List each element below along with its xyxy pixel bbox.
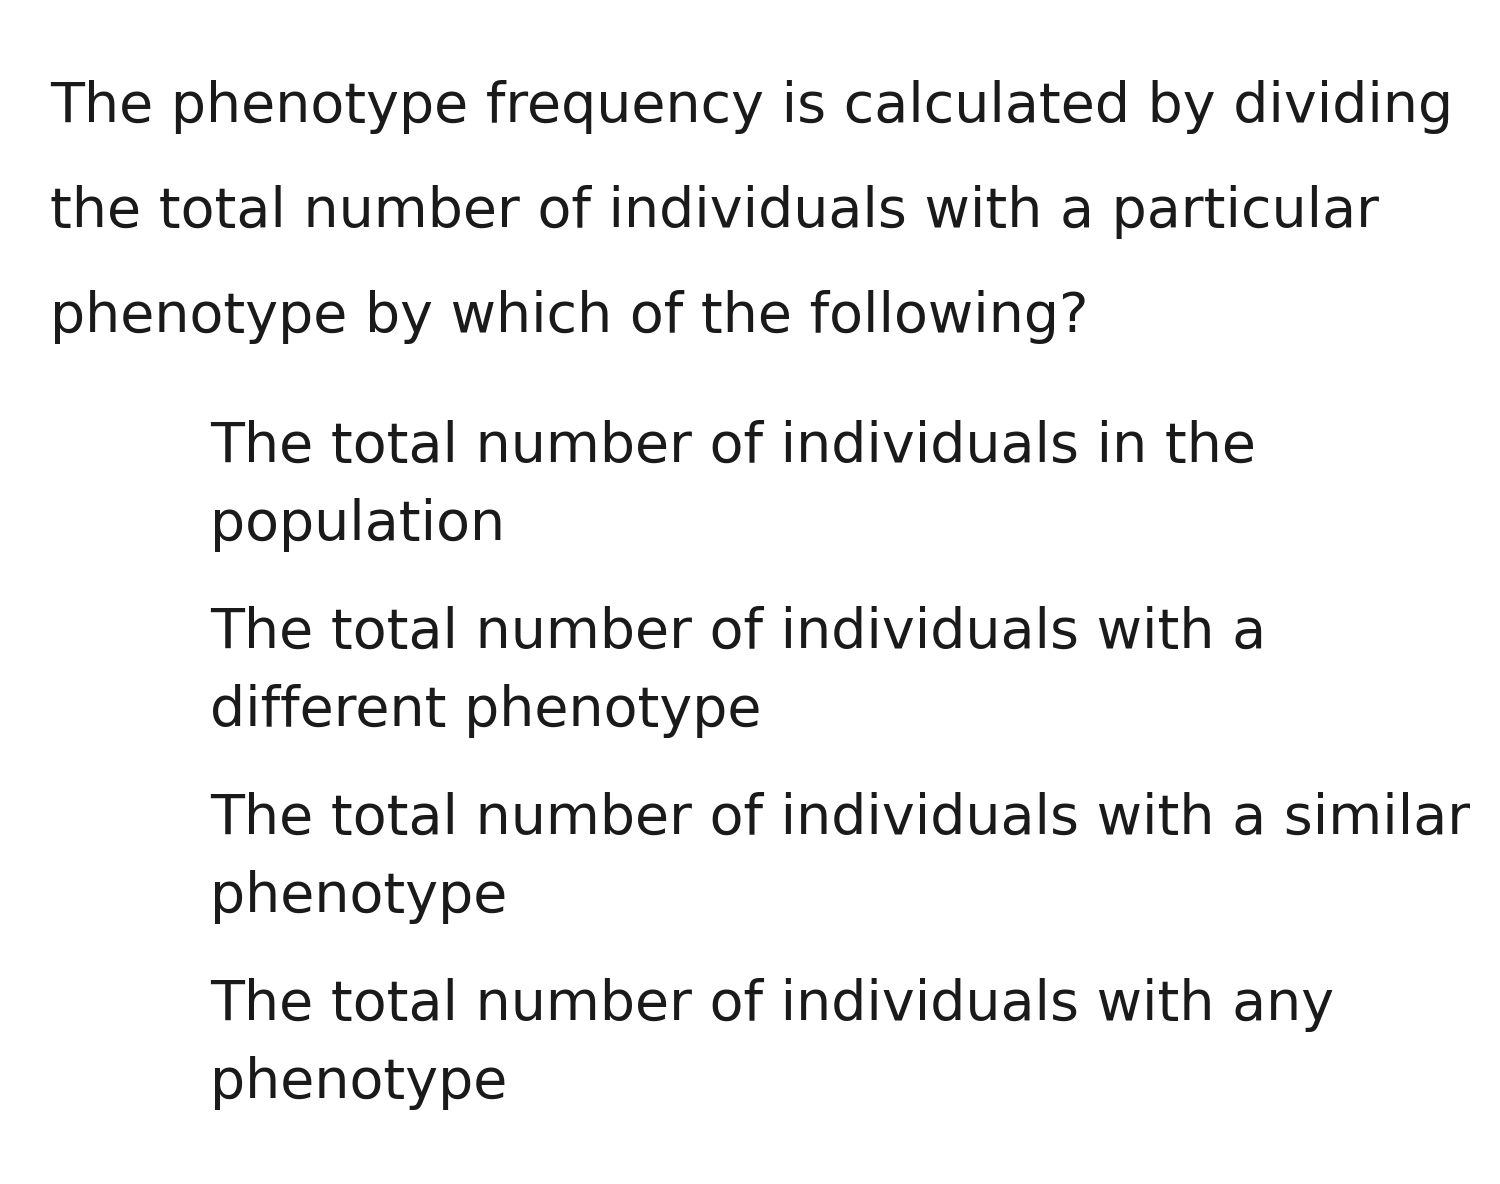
Text: different phenotype: different phenotype bbox=[210, 684, 762, 738]
Text: The total number of individuals with a: The total number of individuals with a bbox=[210, 606, 1266, 659]
Text: The phenotype frequency is calculated by dividing: The phenotype frequency is calculated by… bbox=[50, 81, 1454, 134]
Text: phenotype by which of the following?: phenotype by which of the following? bbox=[50, 290, 1089, 345]
Text: The total number of individuals with a similar: The total number of individuals with a s… bbox=[210, 792, 1470, 847]
Text: population: population bbox=[210, 498, 506, 552]
Text: phenotype: phenotype bbox=[210, 1056, 507, 1111]
Text: the total number of individuals with a particular: the total number of individuals with a p… bbox=[50, 185, 1378, 239]
Text: phenotype: phenotype bbox=[210, 870, 507, 924]
Text: The total number of individuals in the: The total number of individuals in the bbox=[210, 420, 1256, 474]
Text: The total number of individuals with any: The total number of individuals with any bbox=[210, 978, 1334, 1032]
